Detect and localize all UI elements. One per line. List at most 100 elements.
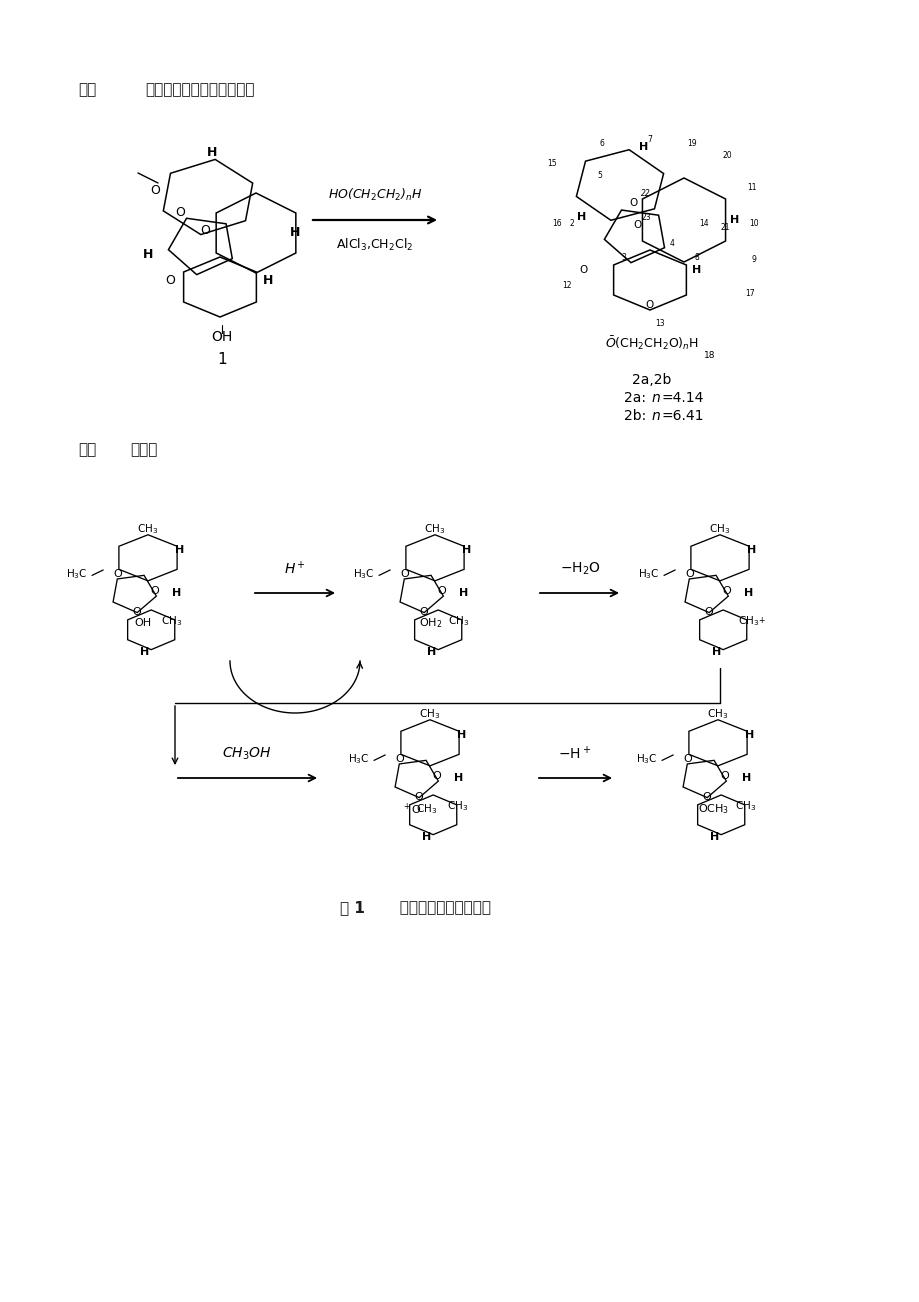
Text: =6.41: =6.41 bbox=[662, 409, 704, 423]
Text: 6: 6 bbox=[599, 138, 604, 147]
Text: $\bar{O}$(CH$_2$CH$_2$O)$_n$H: $\bar{O}$(CH$_2$CH$_2$O)$_n$H bbox=[605, 335, 698, 352]
Text: CH$_3$: CH$_3$ bbox=[424, 522, 445, 536]
Text: H: H bbox=[176, 544, 185, 555]
Text: H: H bbox=[743, 589, 753, 598]
Text: H: H bbox=[207, 147, 217, 160]
Text: O: O bbox=[419, 607, 427, 617]
Text: O: O bbox=[683, 754, 691, 764]
Text: H: H bbox=[744, 730, 754, 740]
Text: H: H bbox=[172, 589, 181, 598]
Text: 二、: 二、 bbox=[78, 82, 96, 98]
Text: H: H bbox=[742, 773, 751, 783]
Text: =4.14: =4.14 bbox=[662, 391, 704, 405]
Text: O: O bbox=[702, 792, 710, 802]
Text: H: H bbox=[289, 227, 300, 240]
Text: O: O bbox=[199, 224, 210, 237]
Text: AlCl$_3$,CH$_2$Cl$_2$: AlCl$_3$,CH$_2$Cl$_2$ bbox=[336, 237, 414, 253]
Text: 10: 10 bbox=[748, 219, 758, 228]
Text: H: H bbox=[577, 212, 586, 223]
Text: 8: 8 bbox=[694, 253, 698, 262]
Text: H$^+$: H$^+$ bbox=[284, 560, 305, 577]
Text: 图 1: 图 1 bbox=[340, 900, 365, 915]
Text: 20: 20 bbox=[721, 151, 731, 160]
Text: $^+$: $^+$ bbox=[756, 616, 766, 626]
Text: 7: 7 bbox=[647, 135, 652, 145]
Text: 22: 22 bbox=[641, 189, 650, 198]
Text: O: O bbox=[704, 607, 712, 617]
Text: n: n bbox=[652, 391, 660, 405]
Text: 18: 18 bbox=[703, 350, 715, 359]
Text: O: O bbox=[437, 586, 446, 596]
Text: OH: OH bbox=[134, 618, 152, 629]
Text: n: n bbox=[652, 409, 660, 423]
Text: 12: 12 bbox=[562, 280, 571, 289]
Text: 3: 3 bbox=[621, 253, 626, 262]
Text: O: O bbox=[395, 754, 403, 764]
Text: 1: 1 bbox=[217, 353, 227, 367]
Text: H: H bbox=[422, 832, 431, 842]
Text: H: H bbox=[140, 647, 149, 658]
Text: O: O bbox=[150, 184, 160, 197]
Text: O: O bbox=[432, 771, 440, 781]
Text: 23: 23 bbox=[641, 214, 650, 223]
Text: CH$_3$: CH$_3$ bbox=[709, 522, 730, 536]
Text: 21: 21 bbox=[720, 223, 729, 232]
Text: O: O bbox=[400, 569, 409, 579]
Text: H: H bbox=[142, 249, 153, 262]
Text: 二氢青蒿素的化学合成路径: 二氢青蒿素的化学合成路径 bbox=[145, 82, 255, 98]
Text: O: O bbox=[150, 586, 159, 596]
Text: H: H bbox=[457, 730, 466, 740]
Text: CH$_3$: CH$_3$ bbox=[733, 799, 755, 812]
Text: 2: 2 bbox=[569, 219, 573, 228]
Text: CH$_3$: CH$_3$ bbox=[419, 707, 440, 721]
Text: $-$H$_2$O: $-$H$_2$O bbox=[559, 561, 600, 577]
Text: H: H bbox=[454, 773, 463, 783]
Text: 15: 15 bbox=[547, 159, 556, 168]
Text: 2a,2b: 2a,2b bbox=[631, 372, 671, 387]
Text: 16: 16 bbox=[551, 219, 562, 228]
Text: O: O bbox=[414, 792, 423, 802]
Text: 11: 11 bbox=[746, 182, 756, 191]
Text: H: H bbox=[639, 142, 648, 152]
Text: 2b:: 2b: bbox=[623, 409, 645, 423]
Text: 17: 17 bbox=[744, 289, 754, 297]
Text: H$_3$C: H$_3$C bbox=[65, 566, 87, 581]
Text: 9: 9 bbox=[751, 255, 755, 264]
Text: O: O bbox=[165, 273, 175, 286]
Text: H: H bbox=[730, 215, 739, 225]
Text: 2a:: 2a: bbox=[623, 391, 645, 405]
Text: O: O bbox=[175, 207, 185, 220]
Text: H: H bbox=[263, 273, 273, 286]
Text: H$_3$C: H$_3$C bbox=[352, 566, 374, 581]
Text: H: H bbox=[709, 832, 719, 842]
Text: CH$_3$OH: CH$_3$OH bbox=[221, 746, 272, 762]
Text: CH$_3$: CH$_3$ bbox=[446, 799, 467, 812]
Text: O: O bbox=[633, 220, 641, 230]
Text: 13: 13 bbox=[654, 319, 664, 328]
Text: O: O bbox=[132, 607, 141, 617]
Text: H$_3$C: H$_3$C bbox=[637, 566, 659, 581]
Text: H: H bbox=[462, 544, 471, 555]
Text: $^+$O: $^+$O bbox=[402, 802, 422, 818]
Text: O: O bbox=[685, 569, 693, 579]
Text: HO(CH$_2$CH$_2$)$_n$H: HO(CH$_2$CH$_2$)$_n$H bbox=[327, 187, 422, 203]
Text: 三、: 三、 bbox=[78, 441, 96, 457]
Text: 19: 19 bbox=[686, 138, 696, 147]
Text: O: O bbox=[630, 198, 638, 208]
Text: 蒿甲醚: 蒿甲醚 bbox=[130, 441, 157, 457]
Text: H$_3$C: H$_3$C bbox=[635, 751, 656, 766]
Text: O: O bbox=[721, 586, 730, 596]
Text: H: H bbox=[692, 266, 701, 275]
Text: 5: 5 bbox=[597, 171, 602, 180]
Text: CH$_3$: CH$_3$ bbox=[448, 615, 469, 628]
Text: CH$_3$: CH$_3$ bbox=[415, 802, 437, 816]
Text: H: H bbox=[426, 647, 436, 658]
Text: O: O bbox=[113, 569, 122, 579]
Text: O: O bbox=[645, 299, 653, 310]
Text: CH$_3$: CH$_3$ bbox=[137, 522, 158, 536]
Text: OH: OH bbox=[211, 329, 233, 344]
Text: H: H bbox=[711, 647, 720, 658]
Text: OCH$_3$: OCH$_3$ bbox=[697, 802, 728, 816]
Text: CH$_3$: CH$_3$ bbox=[737, 615, 758, 628]
Text: H$_3$C: H$_3$C bbox=[347, 751, 369, 766]
